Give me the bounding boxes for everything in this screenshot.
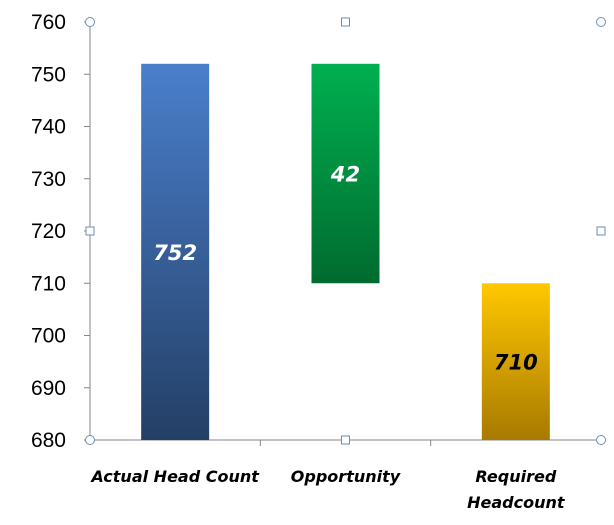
bars-layer (141, 63, 550, 441)
resize-handle-corner[interactable] (596, 17, 606, 27)
bar-data-label: 710 (494, 351, 538, 375)
selection-handles[interactable] (85, 17, 606, 445)
labels-layer: 680 690 700 710 720 730 740 750 760 752 42 710 Actua… (31, 11, 566, 512)
y-tick-label: 760 (31, 11, 66, 34)
y-tick-label: 750 (31, 63, 66, 86)
x-category-label: Opportunity (291, 467, 401, 486)
y-tick-label: 740 (31, 116, 66, 139)
resize-handle-corner[interactable] (85, 17, 95, 27)
bar-data-label: 752 (153, 241, 197, 265)
y-tick-label: 680 (31, 429, 66, 452)
resize-handle-side[interactable] (341, 435, 350, 445)
y-tick-label: 730 (31, 168, 66, 191)
bar (481, 283, 550, 440)
y-tick-label: 690 (31, 377, 66, 400)
y-tick-label: 720 (31, 220, 66, 243)
bar-data-label: 42 (330, 163, 360, 187)
resize-handle-corner[interactable] (596, 435, 606, 445)
resize-handle-corner[interactable] (85, 435, 95, 445)
resize-handle-side[interactable] (85, 226, 95, 236)
resize-handle-side[interactable] (341, 17, 350, 27)
y-tick-label: 700 (31, 325, 66, 348)
x-category-label: Required Headcount (467, 467, 566, 512)
resize-handle-side[interactable] (596, 226, 606, 236)
bar (311, 63, 380, 284)
bar (141, 63, 210, 441)
x-category-label: Actual Head Count (89, 467, 260, 486)
y-tick-label: 710 (31, 272, 66, 295)
